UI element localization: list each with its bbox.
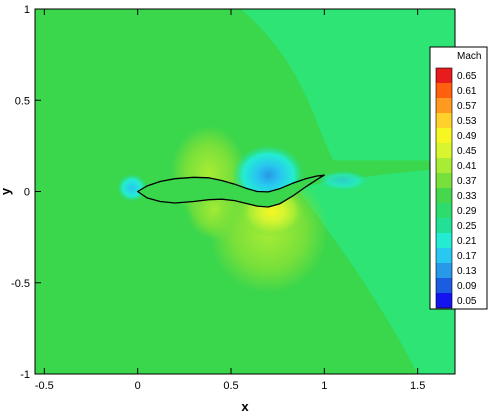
legend-label: 0.13 <box>457 266 477 277</box>
y-tick-label: 0 <box>24 187 30 199</box>
axes: -0.5 0 0.5 1 1.5 1 0.5 0 -0.5 -1 x y <box>0 4 455 414</box>
x-tick-label: 1 <box>321 380 327 392</box>
legend-swatch <box>436 98 452 113</box>
legend-label: 0.53 <box>457 116 477 127</box>
y-axis-title: y <box>0 187 13 195</box>
airfoil <box>137 174 325 208</box>
legend-swatch <box>436 68 452 83</box>
legend-swatch <box>436 128 452 143</box>
legend-label: 0.57 <box>457 101 477 112</box>
legend-label: 0.49 <box>457 131 477 142</box>
y-tick-label: -0.5 <box>11 278 30 290</box>
legend-label: 0.29 <box>457 206 477 217</box>
legend-title: Mach <box>457 51 481 62</box>
legend-label: 0.41 <box>457 161 477 172</box>
legend-swatch-border <box>435 67 453 309</box>
far-field-lower-right <box>296 167 455 374</box>
legend-label: 0.61 <box>457 86 477 97</box>
legend-swatch <box>436 173 452 188</box>
x-tick-label: 1.5 <box>410 380 425 392</box>
legend-swatch <box>436 278 452 293</box>
colorbar-legend: Mach 0.65 0.61 0.57 0.53 0.49 0.45 0.41 0.37 0.33… <box>429 46 488 310</box>
legend-swatch <box>436 248 452 263</box>
x-tick-label: 0.5 <box>223 380 238 392</box>
x-axis-title: x <box>241 399 249 414</box>
legend-label: 0.09 <box>457 281 477 292</box>
legend-swatch <box>436 233 452 248</box>
legend-swatch <box>436 218 452 233</box>
y-tick-label: 1 <box>24 4 30 16</box>
legend-swatch <box>436 263 452 278</box>
legend-swatch <box>436 143 452 158</box>
legend-label: 0.45 <box>457 146 477 157</box>
legend-swatch <box>436 83 452 98</box>
legend-label: 0.65 <box>457 71 477 82</box>
stagnation-leading-edge <box>117 173 148 202</box>
legend-swatch <box>436 293 452 308</box>
x-tick-label: -0.5 <box>35 380 54 392</box>
legend-label: 0.21 <box>457 236 477 247</box>
far-field-upper-right <box>240 9 455 161</box>
legend-label: 0.05 <box>457 296 477 307</box>
legend-label: 0.25 <box>457 221 477 232</box>
legend-swatch <box>436 158 452 173</box>
x-tick-label: 0 <box>135 380 141 392</box>
y-tick-label: -1 <box>20 369 30 381</box>
y-tick-label: 0.5 <box>15 95 30 107</box>
legend-label: 0.17 <box>457 251 477 262</box>
airfoil-outline <box>137 174 325 208</box>
wake-trailing-edge <box>317 170 369 191</box>
legend-swatch <box>436 113 452 128</box>
legend-swatch <box>436 203 452 218</box>
legend-swatch <box>436 188 452 203</box>
legend-label: 0.33 <box>457 191 477 202</box>
legend-label: 0.37 <box>457 176 477 187</box>
